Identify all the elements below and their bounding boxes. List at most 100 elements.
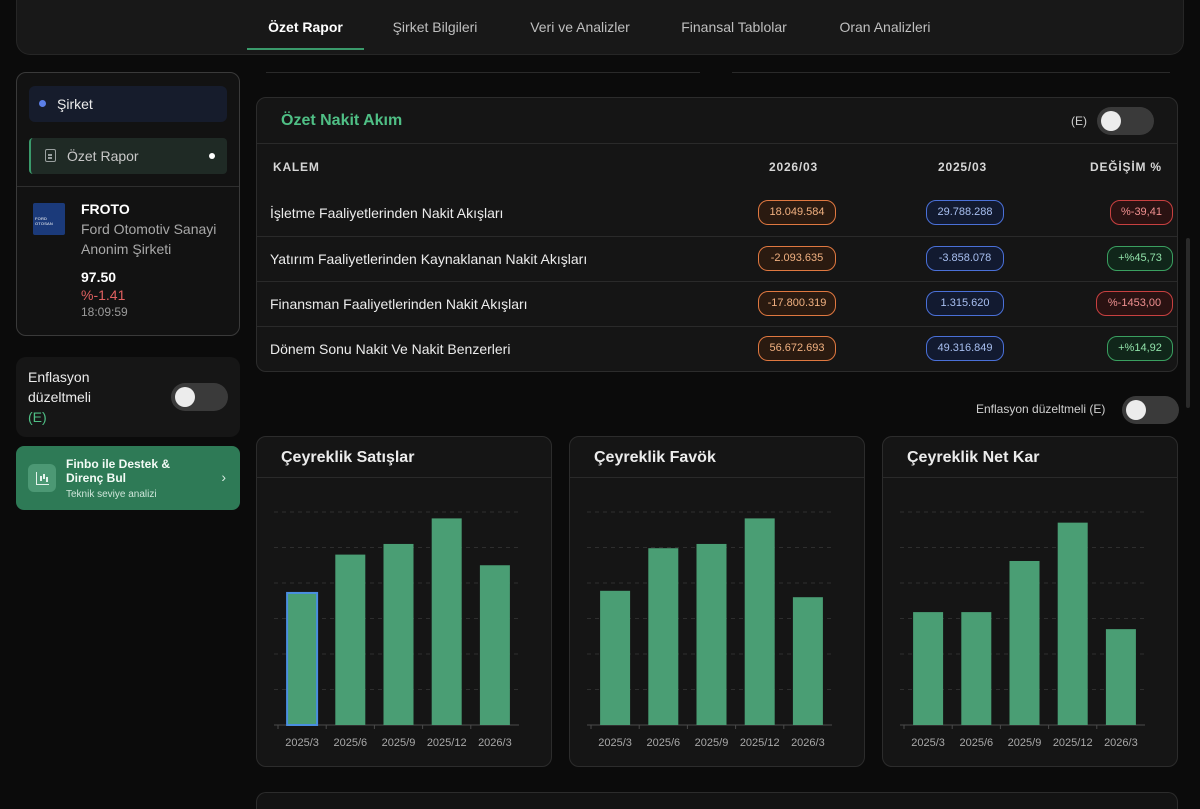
finbo-title: Finbo ile Destek & Direnç Bul	[66, 457, 171, 485]
divider	[17, 186, 239, 187]
value-2026-badge: 56.672.693	[758, 336, 836, 361]
sales-bar-chart: 2025/3 2025/6 2025/9 2025/12 2026/3	[274, 511, 519, 749]
chart-card-sales: Çeyreklik Satışlar 2025/3 2025/6 2025/9 202…	[256, 436, 552, 767]
bar-2025/12[interactable]	[1057, 522, 1088, 725]
divider	[732, 72, 1170, 73]
value-2025-badge: 1.315.620	[926, 291, 1004, 316]
inflation-card: Enflasyon düzeltmeli (E)	[16, 357, 240, 437]
finbo-support-button[interactable]: Finbo ile Destek & Direnç Bul Teknik sev…	[16, 446, 240, 510]
bar-chart-icon	[28, 464, 56, 492]
x-tick-label: 2026/3	[478, 737, 512, 749]
bullet-icon	[39, 100, 46, 107]
inflation-toggle-label: Enflasyon düzeltmeli (E)	[976, 402, 1106, 416]
table-row: İşletme Faaliyetlerinden Nakit Akışları …	[257, 191, 1177, 236]
x-tick-label: 2026/3	[1104, 737, 1138, 749]
bar-2025/3[interactable]	[286, 591, 319, 726]
change-badge: %-39,41	[1110, 200, 1173, 225]
column-header-2026: 2026/03	[769, 160, 818, 174]
bar-2025/9[interactable]	[383, 543, 414, 725]
tab-sirket-bilgileri[interactable]: Şirket Bilgileri	[392, 19, 478, 35]
value-2026-badge: -2.093.635	[758, 246, 836, 271]
x-tick-label: 2025/9	[1008, 737, 1042, 749]
x-tick-label: 2025/3	[911, 737, 945, 749]
net-kar-bar-chart: 2025/3 2025/6 2025/9 2025/12 2026/3	[900, 511, 1145, 749]
bar-2025/9[interactable]	[1009, 560, 1040, 725]
ticker-symbol: FROTO	[81, 201, 130, 217]
company-logo: FORD OTOSAN	[33, 203, 65, 235]
toggle-knob	[1126, 400, 1146, 420]
chevron-right-icon: ›	[221, 469, 226, 485]
x-tick-label: 2025/3	[285, 737, 319, 749]
bar-2026/3[interactable]	[1105, 629, 1136, 725]
tab-oran-analizleri[interactable]: Oran Analizleri	[839, 19, 931, 35]
column-header-change: DEĞİŞİM %	[1090, 160, 1162, 174]
bar-2025/12[interactable]	[431, 518, 462, 725]
document-icon	[45, 149, 56, 162]
inflation-label: Enflasyon düzeltmeli (E)	[28, 367, 148, 427]
tab-veri-ve-analizler[interactable]: Veri ve Analizler	[530, 19, 630, 35]
x-tick-label: 2025/9	[382, 737, 416, 749]
value-2025-badge: -3.858.078	[926, 246, 1004, 271]
bar-2026/3[interactable]	[479, 565, 510, 725]
chart-title: Çeyreklik Satışlar	[281, 449, 415, 466]
cash-flow-toggle-label: (E)	[1071, 114, 1087, 128]
sidebar-item-label: Şirket	[57, 96, 93, 112]
cash-flow-card: Özet Nakit Akım (E) KALEM 2026/03 2025/0…	[256, 97, 1178, 372]
chart-card-favok: Çeyreklik Favök 2025/3 2025/6 2025/9 2025/1…	[569, 436, 865, 767]
chart-card-net-kar: Çeyreklik Net Kar 2025/3 2025/6 2025/9 2025…	[882, 436, 1178, 767]
divider	[257, 477, 551, 478]
row-label: Yatırım Faaliyetlerinden Kaynaklanan Nak…	[270, 251, 588, 267]
bar-2025/3[interactable]	[913, 612, 944, 725]
x-tick-label: 2025/12	[740, 737, 780, 749]
inflation-label-text: Enflasyon düzeltmeli	[28, 369, 92, 405]
top-navigation: Özet Rapor Şirket Bilgileri Veri ve Anal…	[16, 0, 1184, 55]
company-name: Ford Otomotiv Sanayi Anonim Şirketi	[81, 221, 217, 257]
row-label: Dönem Sonu Nakit Ve Nakit Benzerleri	[270, 341, 511, 357]
bar-2025/6[interactable]	[648, 548, 679, 725]
scrollbar[interactable]	[1186, 238, 1190, 408]
change-badge: +%14,92	[1107, 336, 1173, 361]
tab-finansal-tablolar[interactable]: Finansal Tablolar	[681, 19, 787, 35]
change-badge: %-1453,00	[1096, 291, 1173, 316]
x-tick-label: 2025/6	[646, 737, 680, 749]
bar-2025/6[interactable]	[335, 554, 366, 725]
x-tick-label: 2025/6	[333, 737, 367, 749]
value-2026-badge: 18.049.584	[758, 200, 836, 225]
cash-flow-title: Özet Nakit Akım	[281, 112, 403, 129]
value-2025-badge: 49.316.849	[926, 336, 1004, 361]
column-header-2025: 2025/03	[938, 160, 987, 174]
column-header-kalem: KALEM	[273, 160, 320, 174]
x-tick-label: 2025/12	[427, 737, 467, 749]
charts-inflation-toggle[interactable]	[1122, 396, 1179, 424]
price-change: %-1.41	[81, 287, 126, 303]
bar-2025/6[interactable]	[961, 612, 992, 725]
row-label: İşletme Faaliyetlerinden Nakit Akışları	[270, 205, 504, 221]
x-tick-label: 2025/3	[598, 737, 632, 749]
chart-title: Çeyreklik Favök	[594, 449, 716, 466]
divider	[883, 477, 1177, 478]
bar-2025/12[interactable]	[744, 518, 775, 725]
toggle-knob	[175, 387, 195, 407]
change-badge: +%45,73	[1107, 246, 1173, 271]
tab-ozet-rapor[interactable]: Özet Rapor	[247, 0, 364, 50]
cash-flow-inflation-toggle[interactable]	[1097, 107, 1154, 135]
x-tick-label: 2025/6	[959, 737, 993, 749]
value-2025-badge: 29.788.288	[926, 200, 1004, 225]
inflation-toggle-sidebar[interactable]	[171, 383, 228, 411]
x-tick-label: 2025/9	[695, 737, 729, 749]
divider	[570, 477, 864, 478]
sidebar-item-company[interactable]: Şirket	[29, 86, 227, 122]
next-card-edge	[256, 792, 1178, 809]
table-row: Dönem Sonu Nakit Ve Nakit Benzerleri 56.…	[257, 326, 1177, 371]
sidebar-item-report[interactable]: Özet Rapor	[29, 138, 227, 174]
stock-price: 97.50	[81, 269, 117, 285]
inflation-suffix: (E)	[28, 409, 47, 425]
divider	[266, 72, 700, 73]
bar-2025/9[interactable]	[696, 543, 727, 725]
bar-2025/3[interactable]	[600, 590, 631, 725]
row-label: Finansman Faaliyetlerinden Nakit Akışlar…	[270, 296, 528, 312]
value-2026-badge: -17.800.319	[758, 291, 836, 316]
active-indicator-icon	[209, 153, 215, 159]
table-row: Finansman Faaliyetlerinden Nakit Akışlar…	[257, 281, 1177, 326]
bar-2026/3[interactable]	[792, 597, 823, 725]
